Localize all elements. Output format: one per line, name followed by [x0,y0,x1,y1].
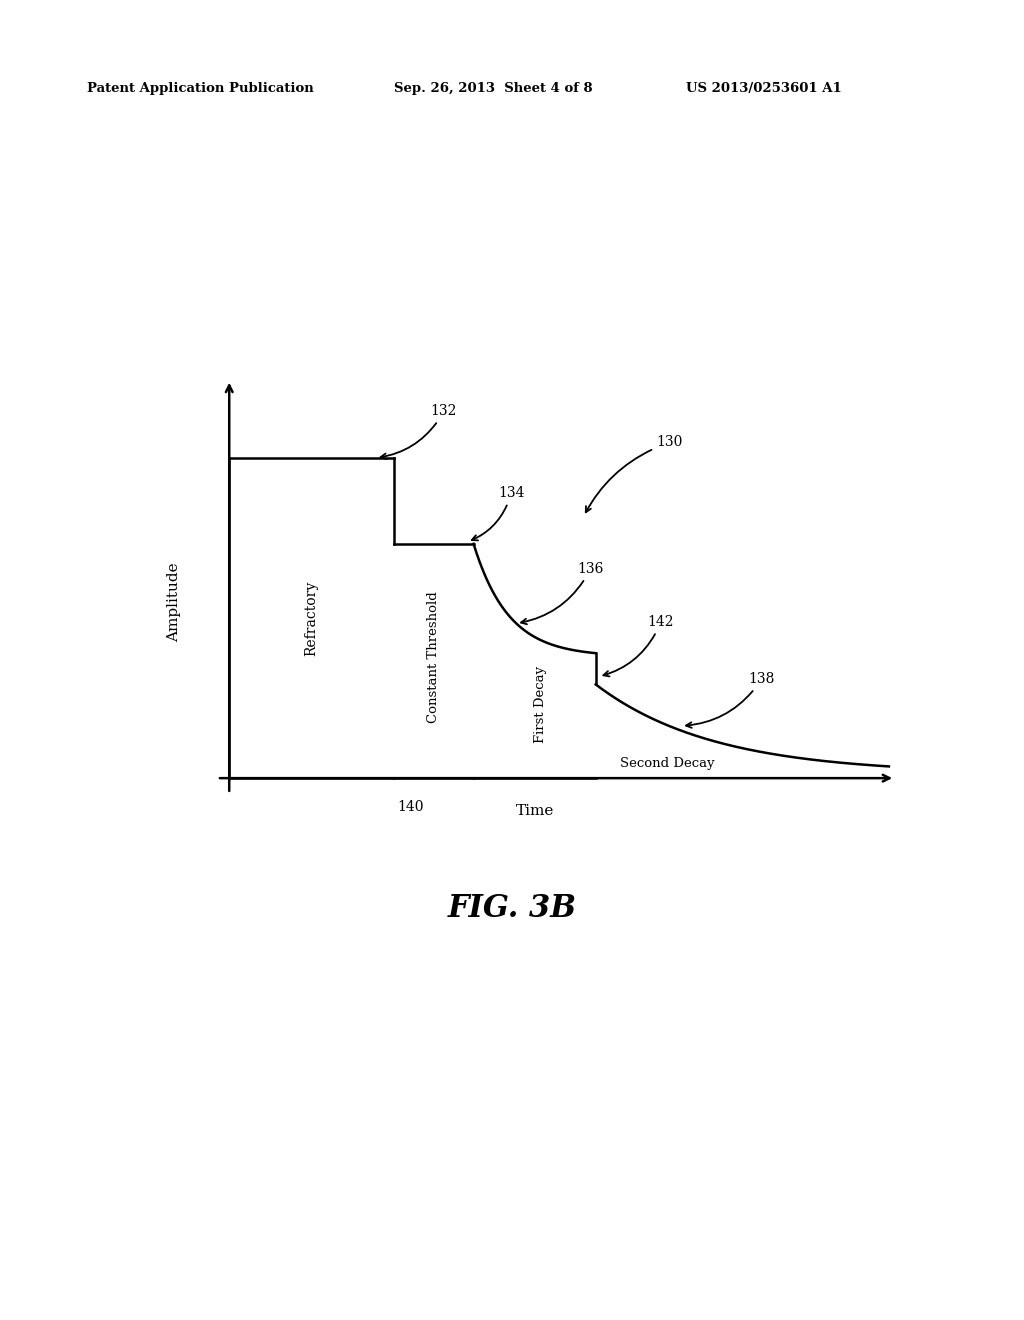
Text: First Decay: First Decay [535,665,547,743]
Text: 134: 134 [472,486,524,540]
Text: Time: Time [515,804,554,818]
Text: 136: 136 [521,562,604,624]
Text: Second Decay: Second Decay [621,758,715,771]
Text: FIG. 3B: FIG. 3B [447,894,577,924]
Text: 130: 130 [586,436,683,512]
Text: Sep. 26, 2013  Sheet 4 of 8: Sep. 26, 2013 Sheet 4 of 8 [394,82,593,95]
Text: US 2013/0253601 A1: US 2013/0253601 A1 [686,82,842,95]
Text: Refractory: Refractory [305,581,318,656]
Text: Constant Threshold: Constant Threshold [427,591,440,723]
Text: 140: 140 [397,800,424,814]
Text: 138: 138 [686,672,775,727]
Text: 142: 142 [603,615,674,676]
Text: Amplitude: Amplitude [167,562,181,643]
Text: Patent Application Publication: Patent Application Publication [87,82,313,95]
Text: 132: 132 [381,404,457,459]
